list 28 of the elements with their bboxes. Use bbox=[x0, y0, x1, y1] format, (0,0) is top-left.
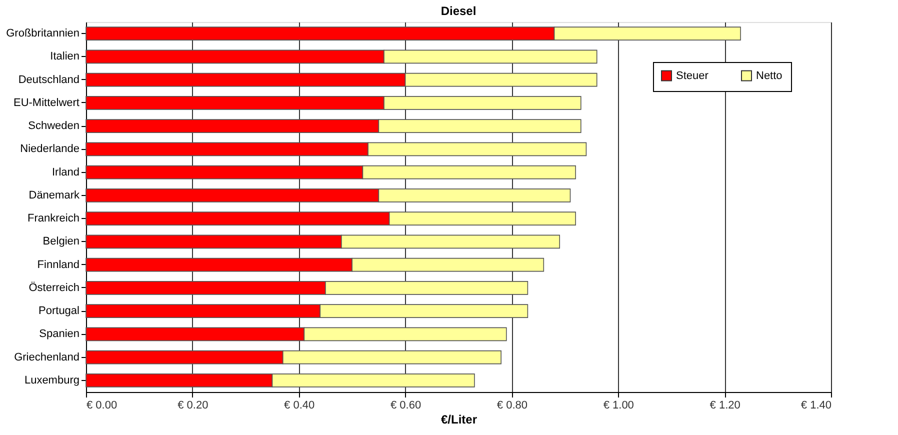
y-tick-label: Spanien bbox=[39, 328, 80, 340]
y-tick-label: Niederlande bbox=[20, 143, 80, 156]
x-tick-label: € 0.20 bbox=[178, 400, 208, 412]
chart-title: Diesel bbox=[440, 4, 476, 18]
x-tick-label: € 1.00 bbox=[603, 400, 634, 412]
y-tick-label: Finnland bbox=[37, 258, 80, 271]
x-tick-label: € 0.80 bbox=[496, 400, 528, 412]
x-tick-label: € 0.00 bbox=[86, 400, 118, 412]
y-tick-label: Irland bbox=[52, 166, 80, 178]
y-tick-label: Großbritannien bbox=[6, 28, 80, 40]
y-tick-label: Deutschland bbox=[18, 74, 80, 86]
y-tick-label: Italien bbox=[50, 50, 80, 63]
y-tick-label: EU-Mittelwert bbox=[13, 96, 80, 109]
y-tick-label: Belgien bbox=[42, 236, 80, 248]
legend-label: Steuer bbox=[676, 70, 709, 82]
x-tick-label: € 0.60 bbox=[390, 400, 422, 412]
x-tick-label: € 1.20 bbox=[710, 400, 740, 412]
y-tick-label: Schweden bbox=[28, 120, 80, 132]
y-tick-label: Portugal bbox=[38, 305, 80, 318]
legend-label: Netto bbox=[756, 70, 782, 82]
x-tick-label: € 0.40 bbox=[284, 400, 315, 412]
y-tick-label: Griechenland bbox=[14, 351, 80, 364]
x-axis-title: €/Liter bbox=[440, 412, 478, 426]
y-tick-label: Dänemark bbox=[28, 189, 80, 202]
y-tick-label: Österreich bbox=[28, 280, 80, 294]
y-tick-label: Luxemburg bbox=[24, 374, 80, 386]
x-tick-label: € 1.40 bbox=[800, 400, 832, 412]
y-tick-label: Frankreich bbox=[28, 212, 80, 225]
